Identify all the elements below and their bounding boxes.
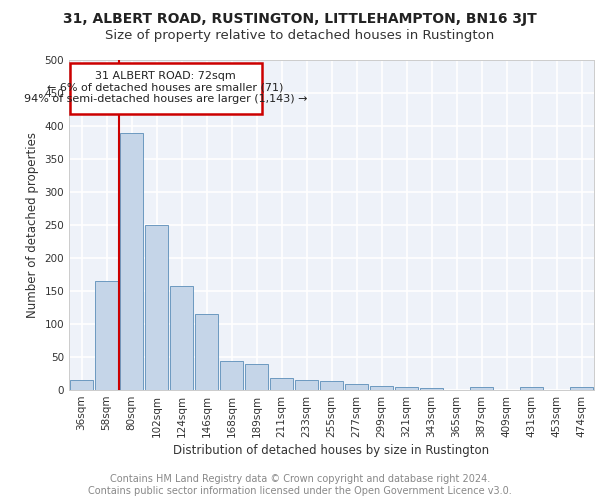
Bar	[395, 386, 418, 390]
Bar	[70, 380, 93, 390]
Bar	[420, 388, 443, 390]
Bar	[570, 386, 593, 390]
Y-axis label: Number of detached properties: Number of detached properties	[26, 132, 39, 318]
Text: ← 6% of detached houses are smaller (71): ← 6% of detached houses are smaller (71)	[47, 82, 284, 92]
Bar	[245, 364, 268, 390]
Bar	[120, 132, 143, 390]
Bar	[470, 386, 493, 390]
Text: 94% of semi-detached houses are larger (1,143) →: 94% of semi-detached houses are larger (…	[24, 94, 307, 104]
Text: 31, ALBERT ROAD, RUSTINGTON, LITTLEHAMPTON, BN16 3JT: 31, ALBERT ROAD, RUSTINGTON, LITTLEHAMPT…	[63, 12, 537, 26]
Bar	[370, 386, 393, 390]
X-axis label: Distribution of detached houses by size in Rustington: Distribution of detached houses by size …	[173, 444, 490, 457]
Text: Contains HM Land Registry data © Crown copyright and database right 2024.
Contai: Contains HM Land Registry data © Crown c…	[88, 474, 512, 496]
Bar	[170, 286, 193, 390]
Bar	[345, 384, 368, 390]
Bar	[220, 361, 243, 390]
Bar	[270, 378, 293, 390]
Bar	[95, 281, 118, 390]
Bar	[295, 380, 318, 390]
Text: Size of property relative to detached houses in Rustington: Size of property relative to detached ho…	[106, 29, 494, 42]
FancyBboxPatch shape	[70, 62, 262, 114]
Text: 31 ALBERT ROAD: 72sqm: 31 ALBERT ROAD: 72sqm	[95, 70, 236, 81]
Bar	[145, 225, 168, 390]
Bar	[520, 386, 543, 390]
Bar	[195, 314, 218, 390]
Bar	[320, 382, 343, 390]
